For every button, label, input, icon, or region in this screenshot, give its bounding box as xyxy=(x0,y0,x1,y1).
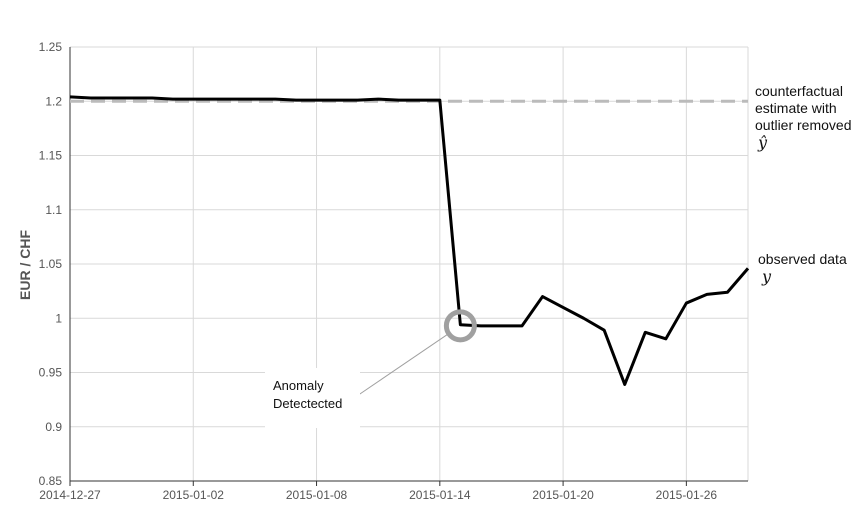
y-axis-label: EUR / CHF xyxy=(17,230,33,300)
y-tick-label: 0.85 xyxy=(39,474,63,488)
axes xyxy=(69,47,748,486)
anomaly-marker xyxy=(443,309,477,343)
counterfactual-symbol: ŷ xyxy=(757,133,768,152)
y-tick-label: 1.05 xyxy=(39,257,63,271)
y-tick-label: 0.95 xyxy=(39,366,63,380)
y-tick-label: 1.25 xyxy=(39,40,63,54)
y-tick-label: 0.9 xyxy=(45,420,62,434)
y-tick-label: 1.1 xyxy=(45,203,62,217)
x-tick-label: 2015-01-20 xyxy=(532,488,594,502)
x-tick-label: 2015-01-26 xyxy=(656,488,718,502)
annotations: Anomaly Detectected xyxy=(265,309,477,428)
x-tick-labels: 2014-12-27 2015-01-02 2015-01-08 2015-01-14… xyxy=(39,488,717,502)
x-tick-label: 2014-12-27 xyxy=(39,488,101,502)
grid-lines xyxy=(69,46,749,482)
y-tick-label: 1 xyxy=(55,311,62,325)
observed-data-line xyxy=(69,95,750,386)
x-tick-label: 2015-01-08 xyxy=(286,488,348,502)
y-tick-label: 1.2 xyxy=(45,94,62,108)
counterfactual-label-line: counterfactual xyxy=(755,83,843,99)
counterfactual-label-line: outlier removed xyxy=(755,117,852,133)
y-tick-labels: 0.85 0.9 0.95 1 1.05 1.1 1.15 1.2 1.25 xyxy=(39,40,63,488)
counterfactual-label-line: estimate with xyxy=(755,100,837,116)
y-tick-label: 1.15 xyxy=(39,149,63,163)
annotation-leader-line xyxy=(353,333,449,399)
observed-symbol: y xyxy=(761,267,772,286)
x-tick-label: 2015-01-02 xyxy=(163,488,225,502)
observed-label-line: observed data xyxy=(758,251,847,267)
series-group xyxy=(69,95,750,386)
annotation-box xyxy=(265,368,360,428)
annotation-text: Detectected xyxy=(273,396,342,411)
x-tick-label: 2015-01-14 xyxy=(409,488,471,502)
annotation-text: Anomaly xyxy=(273,378,324,393)
